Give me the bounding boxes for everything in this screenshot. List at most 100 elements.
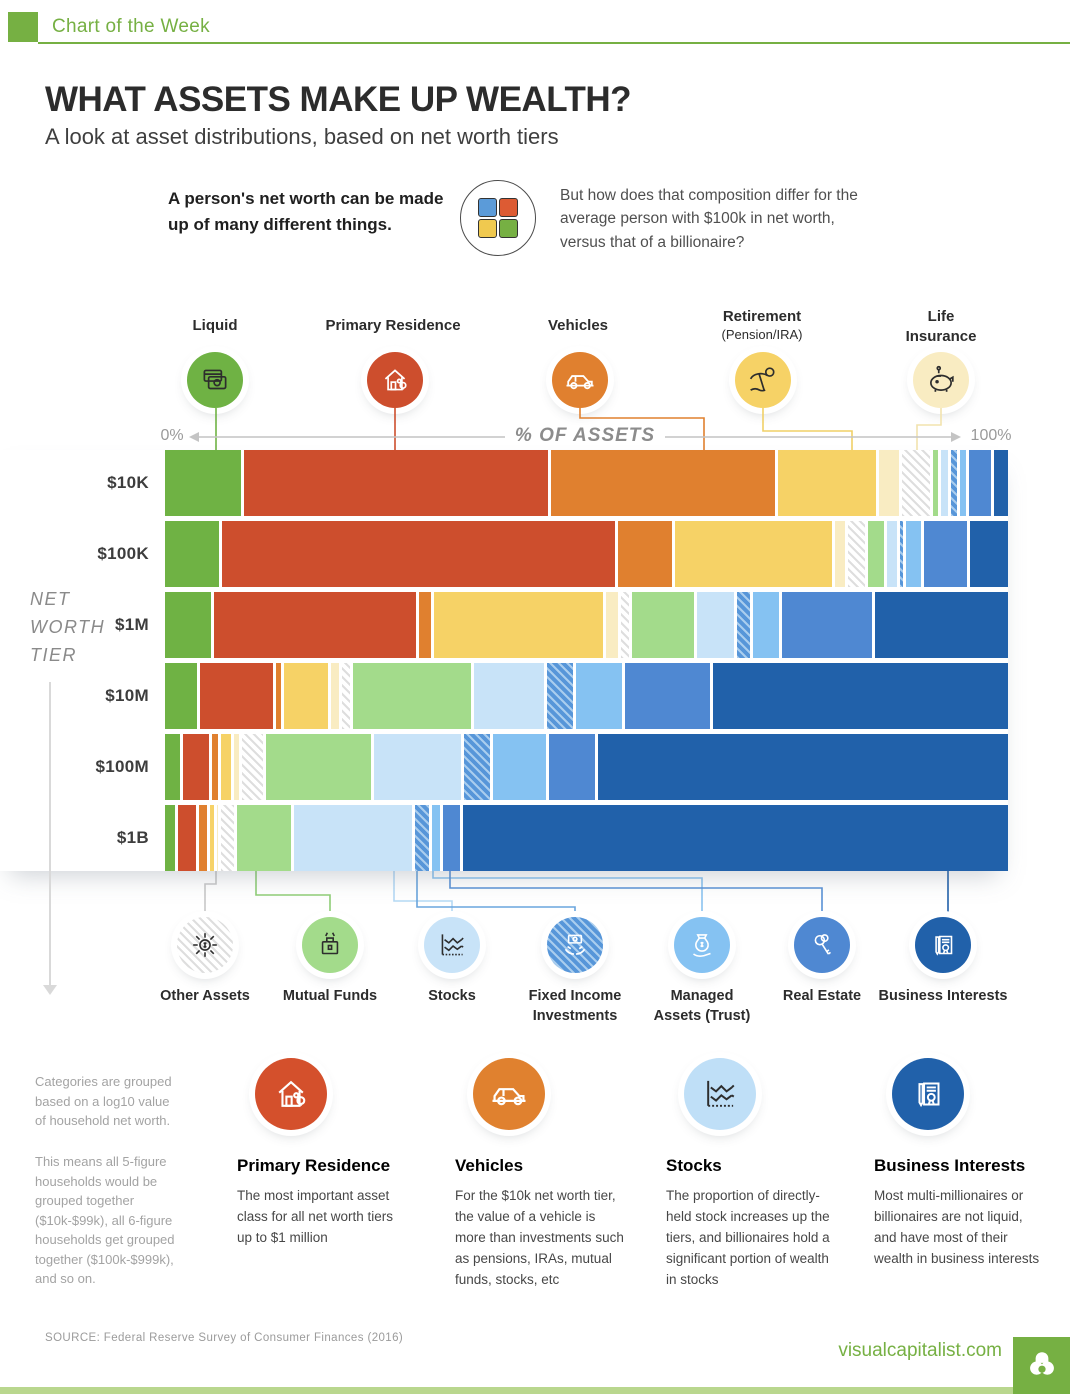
tier-label: $10M <box>105 686 149 705</box>
legend-top-label-retirement: Retirement (Pension/IRA) <box>721 308 803 342</box>
stock-chart-icon <box>684 1058 756 1130</box>
axis-title: % OF ASSETS <box>514 425 656 446</box>
row-axis-arrow-line <box>49 682 51 985</box>
segment-business-interests <box>462 805 1008 871</box>
segment-liquid <box>165 663 198 729</box>
puzzle-pieces <box>478 198 518 238</box>
segment-managed-assets-trust <box>575 663 622 729</box>
intro-left-text: A person's net worth can be made up of m… <box>168 189 444 234</box>
legend-item-stocks: Stocks <box>372 917 532 1007</box>
tier-row-100m: $100M <box>0 734 1008 800</box>
segment-mutual-funds <box>932 450 939 516</box>
segment-liquid <box>165 805 175 871</box>
segment-business-interests <box>969 521 1008 587</box>
card-body: Most multi-millionaires or billionaires … <box>874 1188 1040 1266</box>
car-icon <box>473 1058 545 1130</box>
card-title: Stocks <box>666 1156 722 1175</box>
card-stocks: Stocks The proportion of directly-held s… <box>666 1058 838 1291</box>
car-icon <box>552 352 608 408</box>
segment-business-interests <box>874 592 1008 658</box>
segment-real-estate <box>549 734 595 800</box>
segment-retirement-pension-ira <box>433 592 604 658</box>
segment-fixed-income-investments <box>950 450 958 516</box>
site-link[interactable]: visualcapitalist.com <box>838 1340 1002 1361</box>
segment-primary-residence <box>182 734 210 800</box>
tier-bar <box>165 805 1008 871</box>
legend-top-label-life-insurance: Life Insurance <box>905 308 977 345</box>
legend-top-label-primary-residence: Primary Residence <box>325 317 461 334</box>
axis-min-label: 0% <box>160 427 184 444</box>
segment-fixed-income-investments <box>547 663 573 729</box>
legend-item-mutual-funds: Mutual Funds <box>250 917 410 1007</box>
segment-fixed-income-investments <box>736 592 750 658</box>
segment-real-estate <box>443 805 460 871</box>
card-body: For the $10k net worth tier, the value o… <box>455 1188 624 1287</box>
segment-fixed-income-investments <box>414 805 430 871</box>
card-body: The proportion of directly-held stock in… <box>666 1188 830 1287</box>
tier-label: $1M <box>115 615 149 634</box>
segment-other-assets <box>620 592 629 658</box>
segment-liquid <box>165 450 241 516</box>
segment-managed-assets-trust <box>432 805 441 871</box>
segment-retirement-pension-ira <box>777 450 877 516</box>
legend-item-managed-assets: Managed Assets (Trust) <box>622 917 782 1026</box>
keys-icon <box>794 917 850 973</box>
segment-retirement-pension-ira <box>284 663 329 729</box>
legend-top-label-liquid: Liquid <box>192 317 238 334</box>
card-title: Vehicles <box>455 1156 524 1175</box>
card-title: Business Interests <box>874 1156 1026 1175</box>
segment-business-interests <box>597 734 1008 800</box>
tier-label: $10K <box>107 473 149 492</box>
segment-mutual-funds <box>353 663 471 729</box>
tier-bar <box>165 521 1008 587</box>
segment-life-insurance <box>606 592 618 658</box>
certificate-pen-icon <box>892 1058 964 1130</box>
dollar-arrows-icon <box>177 917 233 973</box>
tier-bar <box>165 663 1009 729</box>
segment-managed-assets-trust <box>960 450 966 516</box>
segment-managed-assets-trust <box>492 734 547 800</box>
segment-liquid <box>165 734 180 800</box>
visual-capitalist-logo <box>1013 1337 1070 1394</box>
tier-bar <box>165 734 1008 800</box>
segment-mutual-funds <box>868 521 884 587</box>
briefcase-icon <box>302 917 358 973</box>
piggy-bank-icon <box>913 352 969 408</box>
segment-vehicles <box>276 663 282 729</box>
segment-fixed-income-investments <box>899 521 903 587</box>
segment-life-insurance <box>216 805 219 871</box>
card-vehicles: Vehicles For the $10k net worth tier, th… <box>455 1058 627 1291</box>
tier-row-1b: $1B <box>0 805 1008 871</box>
card-body: The most important asset class for all n… <box>237 1188 394 1245</box>
segment-business-interests <box>712 663 1009 729</box>
segment-other-assets <box>221 805 235 871</box>
segment-primary-residence <box>214 592 416 658</box>
legend-item-other-assets: Other Assets <box>125 917 285 1007</box>
segment-fixed-income-investments <box>463 734 490 800</box>
segment-stocks <box>941 450 948 516</box>
segment-life-insurance <box>331 663 340 729</box>
segment-stocks <box>374 734 461 800</box>
segment-other-assets <box>342 663 351 729</box>
segment-mutual-funds <box>631 592 694 658</box>
beach-umbrella-icon <box>735 352 791 408</box>
segment-stocks <box>696 592 734 658</box>
kicker: Chart of the Week <box>52 16 210 37</box>
tier-label: $1B <box>116 828 149 847</box>
card-business-interests: Business Interests Most multi-millionair… <box>874 1058 1046 1270</box>
segment-managed-assets-trust <box>752 592 779 658</box>
row-axis-arrowhead-icon <box>43 985 57 995</box>
hands-money-icon <box>547 917 603 973</box>
page-title: WHAT ASSETS MAKE UP WEALTH? <box>45 80 632 119</box>
tier-label: $100K <box>97 544 149 563</box>
binoculars-icon <box>1029 1351 1054 1375</box>
note-paragraph-2: This means all 5-figure households would… <box>35 1154 175 1286</box>
tier-bar <box>165 592 1008 658</box>
segment-life-insurance <box>233 734 239 800</box>
page-subtitle: A look at asset distributions, based on … <box>45 124 559 149</box>
segment-liquid <box>165 521 219 587</box>
segment-retirement-pension-ira <box>674 521 832 587</box>
segment-business-interests <box>994 450 1009 516</box>
puzzle-icon <box>460 180 536 256</box>
